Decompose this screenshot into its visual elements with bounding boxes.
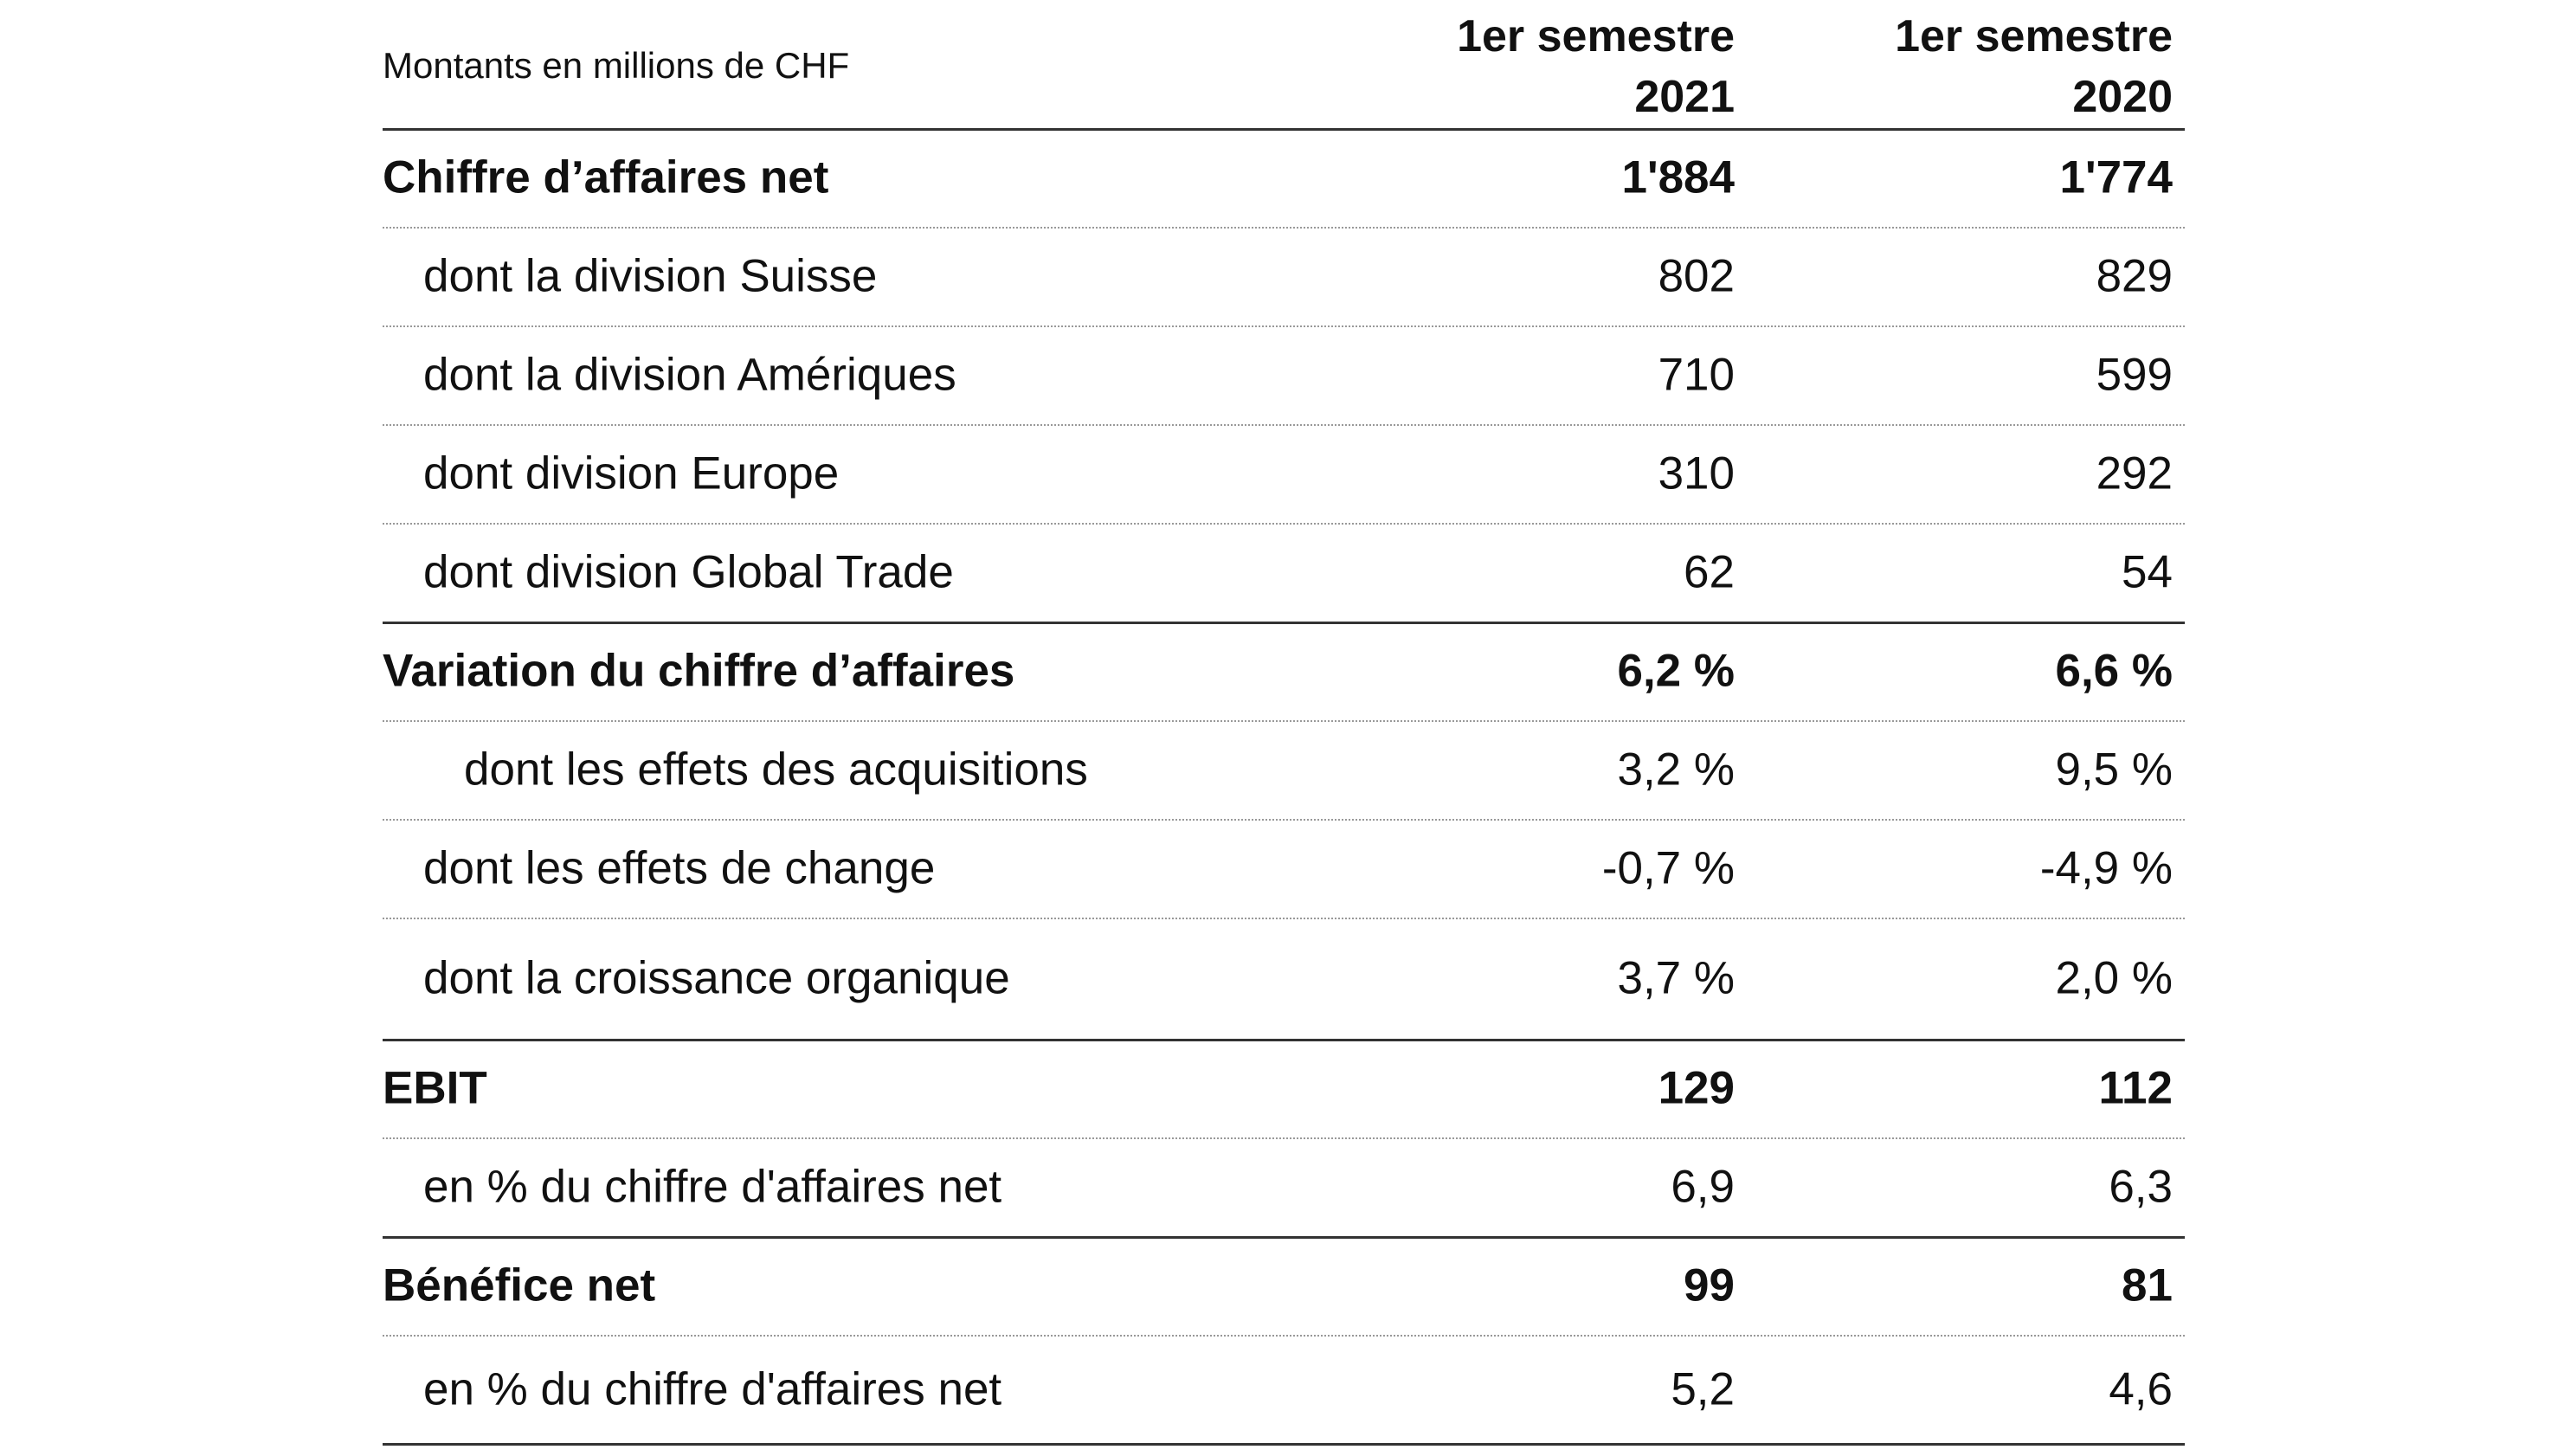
cell-value: 802: [1658, 250, 1735, 302]
row-label-bold: Chiffre d’affaires net: [383, 151, 829, 203]
column-header: 1er semestre: [1457, 11, 1735, 61]
row-divider: [383, 918, 2185, 919]
cell-value: 5,2: [1671, 1363, 1735, 1414]
row-label: en % du chiffre d'affaires net: [423, 1161, 1002, 1213]
row-divider: [383, 1039, 2185, 1041]
cell-value: 710: [1658, 349, 1735, 401]
row-divider: [383, 523, 2185, 525]
cell-value: 99: [1684, 1260, 1735, 1311]
cell-value: 1'884: [1621, 151, 1735, 203]
cell-value: 81: [2122, 1260, 2173, 1311]
cell-value: 310: [1658, 448, 1735, 499]
row-divider: [383, 1236, 2185, 1239]
cell-value: 3,7 %: [1617, 952, 1735, 1004]
column-header: 2020: [2072, 72, 2173, 122]
row-divider: [383, 128, 2185, 131]
row-label: dont la croissance organique: [423, 952, 1010, 1004]
row-divider: [383, 819, 2185, 821]
cell-value: -4,9 %: [2039, 842, 2173, 894]
cell-value: 54: [2122, 546, 2173, 598]
row-label: dont les effets des acquisitions: [464, 744, 1088, 796]
cell-value: -0,7 %: [1601, 842, 1735, 894]
row-label-bold: EBIT: [383, 1062, 487, 1114]
cell-value: 9,5 %: [2055, 744, 2173, 796]
cell-value: 292: [2096, 448, 2173, 499]
row-divider: [383, 622, 2185, 624]
cell-value: 129: [1658, 1062, 1735, 1114]
cell-value: 112: [2098, 1062, 2173, 1114]
row-label: dont les effets de change: [423, 842, 936, 894]
row-divider: [383, 325, 2185, 327]
row-label: dont la division Amériques: [423, 349, 956, 401]
cell-value: 599: [2096, 349, 2173, 401]
cell-value: 2,0 %: [2055, 952, 2173, 1004]
row-divider: [383, 424, 2185, 426]
cell-value: 6,9: [1671, 1161, 1735, 1213]
cell-value: 1'774: [2059, 151, 2173, 203]
row-label-bold: Variation du chiffre d’affaires: [383, 645, 1015, 697]
row-divider: [383, 1137, 2185, 1139]
column-header: 2021: [1634, 72, 1735, 122]
cell-value: 3,2 %: [1617, 744, 1735, 796]
row-divider: [383, 1335, 2185, 1337]
row-label: dont division Europe: [423, 448, 840, 499]
cell-value: 6,6 %: [2055, 645, 2173, 697]
row-divider: [383, 1443, 2185, 1446]
cell-value: 6,2 %: [1617, 645, 1735, 697]
cell-value: 6,3: [2109, 1161, 2173, 1213]
row-divider: [383, 720, 2185, 722]
row-divider: [383, 227, 2185, 229]
header-label: Montants en millions de CHF: [383, 45, 850, 86]
cell-value: 829: [2096, 250, 2173, 302]
cell-value: 4,6: [2109, 1363, 2173, 1414]
row-label: dont la division Suisse: [423, 250, 878, 302]
row-label-bold: Bénéfice net: [383, 1260, 656, 1311]
row-label: dont division Global Trade: [423, 546, 954, 598]
cell-value: 62: [1684, 546, 1735, 598]
column-header: 1er semestre: [1895, 11, 2173, 61]
row-label: en % du chiffre d'affaires net: [423, 1363, 1002, 1414]
